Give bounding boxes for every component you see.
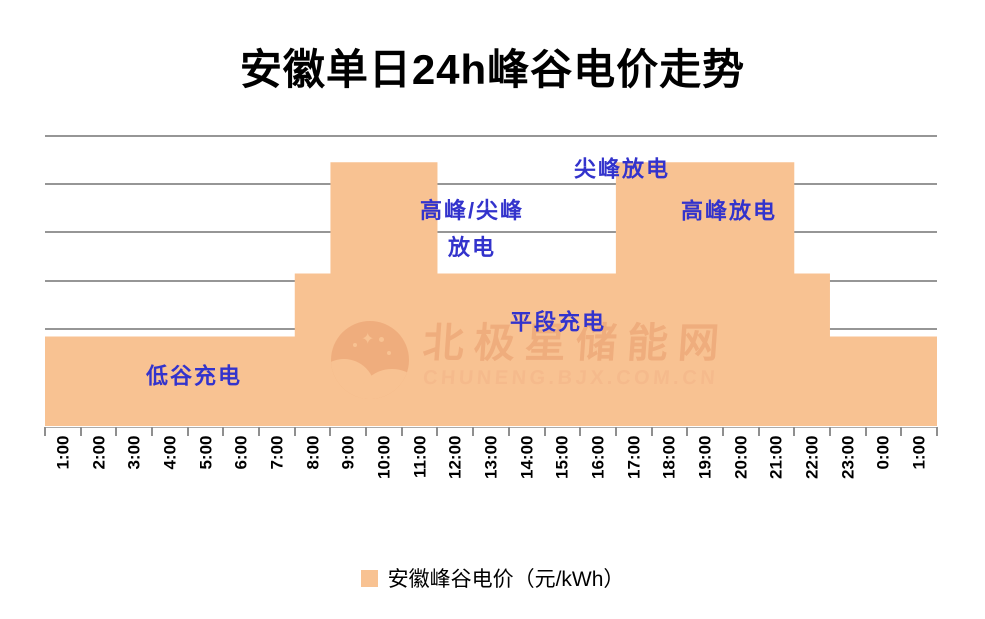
x-axis-line xyxy=(45,427,938,428)
x-axis-label: 1:00 xyxy=(53,435,73,470)
x-axis-label: 1:00 xyxy=(909,435,929,470)
x-axis-tick xyxy=(115,427,118,436)
x-axis-tick xyxy=(186,427,189,436)
x-axis-tick xyxy=(793,427,796,436)
x-axis-tick xyxy=(222,427,225,436)
x-axis-label: 12:00 xyxy=(445,435,465,479)
x-axis-tick xyxy=(151,427,154,436)
x-axis-label: 15:00 xyxy=(552,435,572,479)
gridline xyxy=(45,183,937,185)
gridline xyxy=(45,231,937,234)
x-axis-label: 4:00 xyxy=(160,435,180,470)
x-axis-label: 18:00 xyxy=(659,435,679,479)
x-axis-label: 13:00 xyxy=(481,435,501,479)
x-axis-tick xyxy=(258,427,261,436)
price-area-path xyxy=(45,162,937,426)
x-axis-tick xyxy=(864,427,867,436)
x-axis-tick xyxy=(436,427,439,436)
period-annotation: 尖峰放电 xyxy=(573,156,671,182)
x-axis-tick xyxy=(472,427,475,436)
x-axis-label: 0:00 xyxy=(873,435,893,470)
x-axis-label: 17:00 xyxy=(624,435,644,479)
chart-title: 安徽单日24h峰谷电价走势 xyxy=(239,46,746,93)
period-annotation: 高峰/尖峰 放电 xyxy=(419,198,525,260)
x-axis-label: 22:00 xyxy=(802,435,822,479)
x-axis-label: 9:00 xyxy=(338,435,358,470)
x-axis-label: 5:00 xyxy=(196,435,216,470)
x-axis-label: 23:00 xyxy=(838,435,858,479)
x-axis-tick xyxy=(686,427,689,436)
x-axis-tick xyxy=(365,427,368,436)
x-axis-label: 20:00 xyxy=(731,435,751,479)
x-axis-tick xyxy=(757,427,760,436)
x-axis-tick xyxy=(293,427,296,436)
x-axis-label: 19:00 xyxy=(695,435,715,479)
x-axis-label: 7:00 xyxy=(267,435,287,470)
x-axis-label: 10:00 xyxy=(374,435,394,479)
watermark: ✦ 北极星储能网 CHUNENG.BJX.COM.CN xyxy=(331,320,731,399)
x-axis-label: 2:00 xyxy=(89,435,109,470)
period-annotation: 低谷充电 xyxy=(145,363,243,389)
legend: 安徽峰谷电价（元/kWh） xyxy=(0,562,985,594)
x-axis-tick xyxy=(400,427,403,436)
period-annotation: 高峰放电 xyxy=(680,198,778,224)
x-axis-tick xyxy=(650,427,653,436)
x-axis-tick xyxy=(79,427,82,436)
x-axis-label: 14:00 xyxy=(517,435,537,479)
x-axis-label: 8:00 xyxy=(303,435,323,470)
x-axis-tick xyxy=(721,427,724,436)
x-axis-label: 11:00 xyxy=(410,435,430,479)
x-axis-tick xyxy=(614,427,617,436)
x-axis-label: 21:00 xyxy=(766,435,786,479)
period-annotation: 平段充电 xyxy=(509,309,607,335)
x-axis-tick xyxy=(900,427,903,436)
watermark-url-text: CHUNENG.BJX.COM.CN xyxy=(422,367,720,389)
legend-series-label: 安徽峰谷电价（元/kWh） xyxy=(387,568,625,591)
x-axis-label: 6:00 xyxy=(231,435,251,470)
x-axis-label: 16:00 xyxy=(588,435,608,479)
x-axis-tick xyxy=(543,427,546,436)
x-axis-tick xyxy=(507,427,510,436)
gridline xyxy=(45,134,937,137)
x-axis-tick xyxy=(579,427,582,436)
legend-swatch-icon xyxy=(360,569,378,587)
x-axis-tick xyxy=(828,427,831,436)
x-axis-tick xyxy=(329,427,332,436)
watermark-star-logo-icon: ✦ xyxy=(331,321,409,399)
x-axis-label: 3:00 xyxy=(124,435,144,470)
x-axis-tick xyxy=(44,427,46,436)
x-axis-tick xyxy=(936,427,938,436)
